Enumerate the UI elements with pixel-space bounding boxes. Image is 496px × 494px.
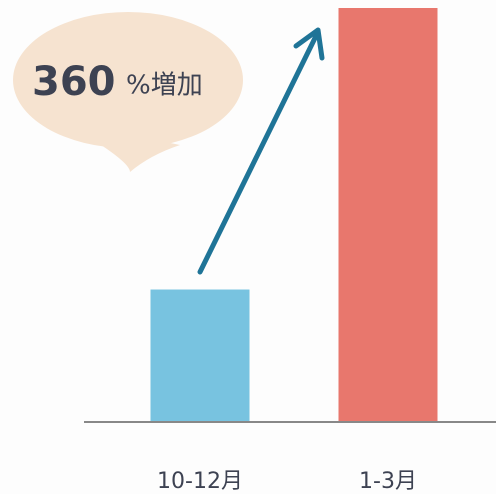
speech-bubble — [13, 12, 243, 148]
annotation-text: %増加 — [126, 71, 203, 101]
bar — [150, 289, 250, 422]
arrow-shaft — [197, 33, 319, 275]
annotation-number: 360 — [32, 59, 116, 105]
bar — [338, 8, 438, 422]
x-tick-label: 1-3月 — [359, 469, 417, 494]
arrow-head — [293, 27, 325, 61]
x-tick-label: 10-12月 — [157, 469, 243, 494]
